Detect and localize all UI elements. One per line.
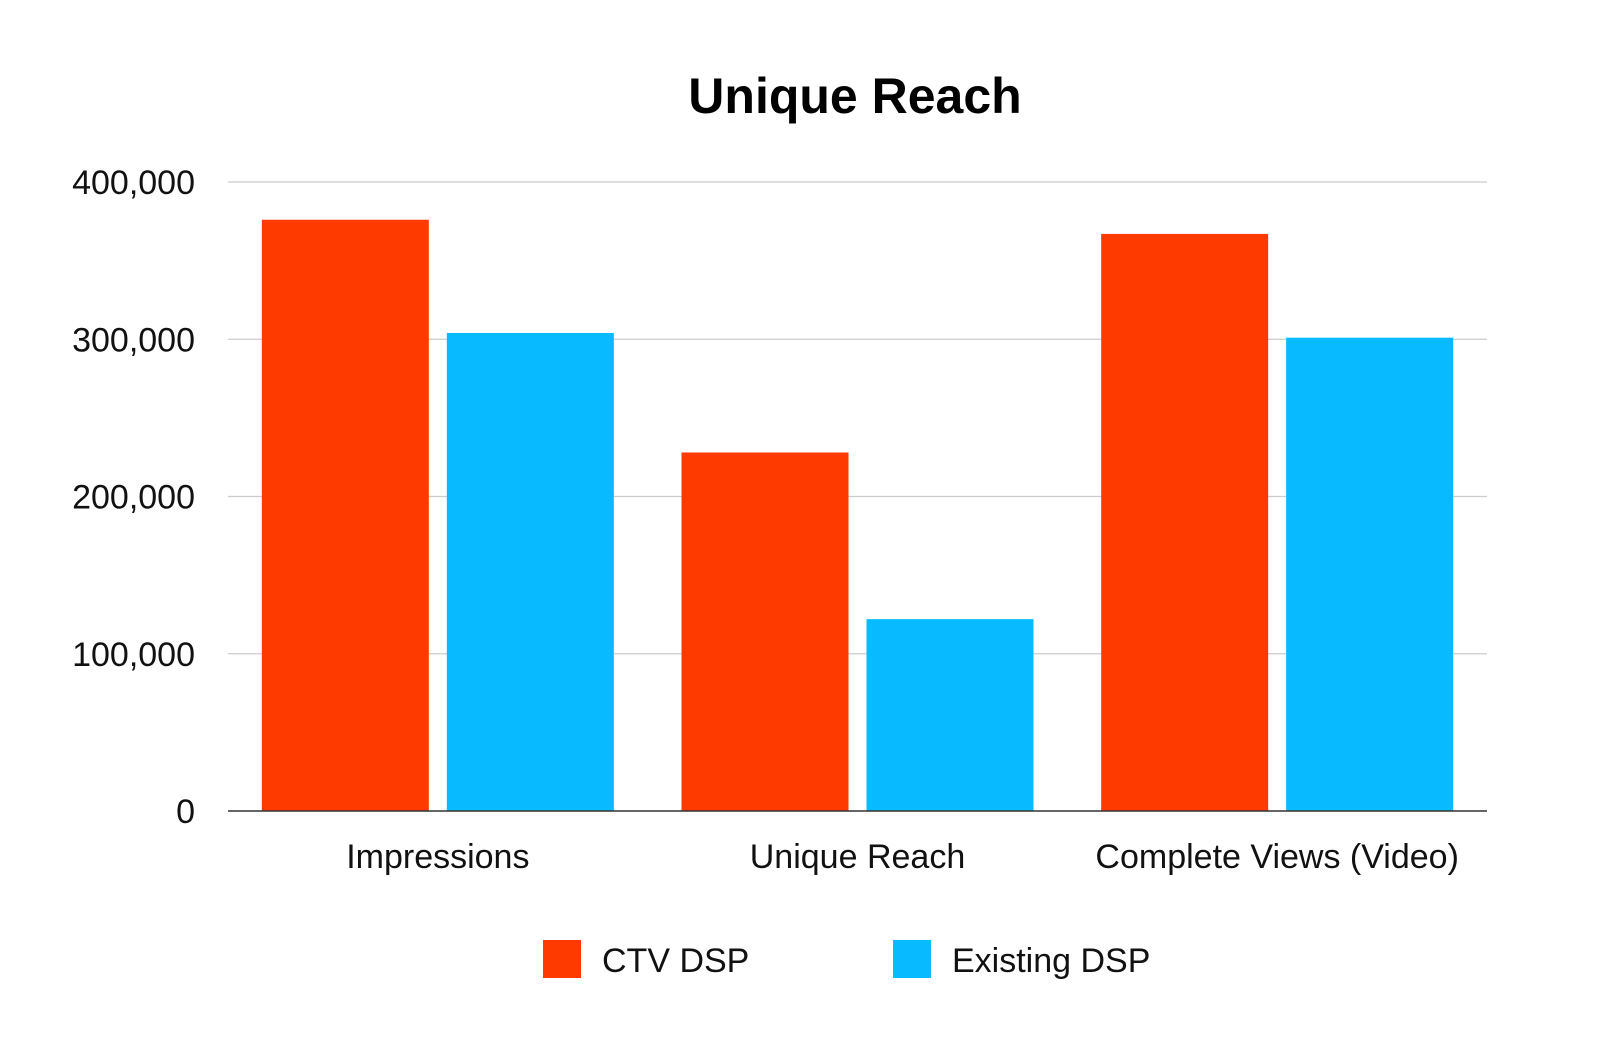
bar-ctv-dsp-unique-reach	[681, 452, 849, 811]
legend-swatch-ctv-dsp	[543, 940, 581, 978]
legend: CTV DSP Existing DSP	[543, 940, 1150, 980]
y-tick-label: 300,000	[72, 321, 195, 359]
bar-existing-dsp-complete-views-video	[1286, 337, 1454, 811]
bar-existing-dsp-impressions	[446, 332, 614, 811]
legend-label-ctv-dsp: CTV DSP	[602, 942, 749, 980]
bar-existing-dsp-unique-reach	[866, 619, 1034, 811]
x-category-label: Complete Views (Video)	[1095, 838, 1458, 876]
y-tick-label: 400,000	[72, 164, 195, 202]
y-tick-label: 200,000	[72, 479, 195, 517]
bar-ctv-dsp-complete-views-video	[1101, 233, 1269, 811]
gridlines	[228, 181, 1487, 655]
y-tick-label: 100,000	[72, 636, 195, 674]
legend-swatch-existing-dsp	[893, 940, 931, 978]
x-category-label: Impressions	[346, 838, 529, 876]
x-axis-categories: Impressions Unique Reach Complete Views (V…	[346, 838, 1459, 876]
chart-title: Unique Reach	[688, 68, 1021, 124]
x-category-label: Unique Reach	[750, 838, 965, 876]
y-axis-ticks: 0 100,000 200,000 300,000 400,000	[72, 164, 195, 831]
bars	[261, 219, 1454, 812]
bar-ctv-dsp-impressions	[261, 219, 429, 812]
legend-label-existing-dsp: Existing DSP	[952, 942, 1150, 980]
y-tick-label: 0	[176, 793, 195, 831]
